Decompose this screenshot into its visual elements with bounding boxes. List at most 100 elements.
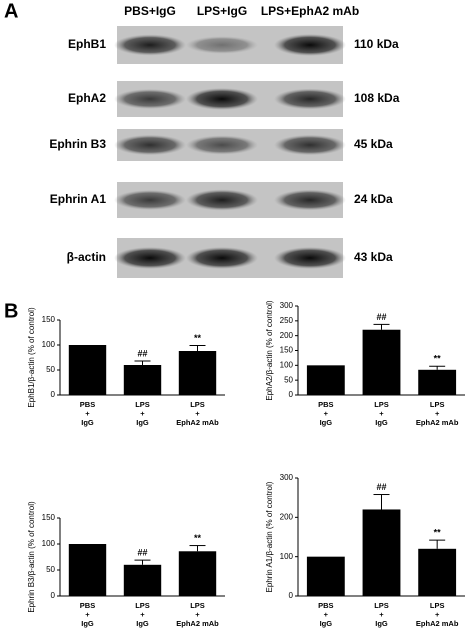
bar [418,369,457,395]
y-tick-label: 200 [280,512,294,521]
protein-label: EphA2 [68,91,106,105]
x-tick-label: IgG [136,619,149,628]
y-tick-label: 0 [289,390,294,399]
panel-label: B [4,300,18,322]
y-axis-label: EphA2/β-actin (% of control) [265,300,274,401]
blot-band [114,247,186,269]
bar [123,564,162,596]
y-tick-label: 100 [280,360,294,369]
bar [123,365,162,395]
x-tick-label: LPS [190,601,205,610]
size-label: 108 kDa [354,91,400,105]
x-tick-label: + [85,610,90,619]
significance-label: ** [194,333,202,343]
error-bar [429,539,446,549]
x-tick-label: LPS [190,400,205,409]
y-axis-label: Ephrin A1/β-actin (% of control) [265,481,274,592]
protein-label: Ephrin A1 [50,192,107,206]
y-axis-label: EphB1/β-actin (% of control) [27,307,36,408]
blot-band [274,34,346,56]
y-axis-label: Ephrin B3/β-actin (% of control) [27,501,36,613]
y-tick-label: 150 [42,513,56,522]
error-bar [189,545,206,552]
size-label: 110 kDa [354,37,399,51]
size-label: 45 kDa [354,137,393,151]
x-tick-label: PBS [318,400,333,409]
blot-band [274,247,346,269]
error-bar [134,360,151,365]
size-label: 24 kDa [354,192,393,206]
x-tick-label: LPS [135,601,150,610]
x-tick-label: + [324,610,329,619]
x-tick-label: + [140,610,145,619]
significance-label: ** [194,533,202,543]
error-bar [373,494,390,510]
blot-band [114,190,186,210]
x-tick-label: EphA2 mAb [416,418,459,427]
x-tick-label: + [324,409,329,418]
x-tick-label: LPS [374,601,389,610]
x-tick-label: PBS [80,400,95,409]
error-bar [189,345,206,351]
x-tick-label: LPS [430,400,445,409]
protein-label: Ephrin B3 [49,137,106,151]
y-tick-label: 300 [280,301,294,310]
y-tick-label: 50 [46,365,55,374]
x-tick-label: + [379,409,384,418]
error-bar [134,559,151,565]
x-tick-label: EphA2 mAb [416,619,459,628]
x-tick-label: IgG [320,619,333,628]
panel-label: A [4,0,18,22]
significance-label: ## [137,348,147,358]
x-tick-label: IgG [81,418,94,427]
y-tick-label: 50 [46,565,55,574]
size-label: 43 kDa [354,250,393,264]
lane-label: LPS+EphA2 mAb [261,4,359,18]
significance-label: ** [434,528,442,538]
y-tick-label: 300 [280,473,294,482]
y-tick-label: 0 [289,591,294,600]
y-tick-label: 250 [280,316,294,325]
bar [178,551,217,596]
x-tick-label: PBS [318,601,333,610]
x-tick-label: LPS [374,400,389,409]
significance-label: ## [376,312,386,322]
blot-band [274,88,346,110]
bar [306,556,345,596]
x-tick-label: IgG [81,619,94,628]
significance-label: ** [434,354,442,364]
x-tick-label: + [85,409,90,418]
x-tick-label: IgG [375,418,388,427]
x-tick-label: PBS [80,601,95,610]
y-tick-label: 200 [280,331,294,340]
x-tick-label: IgG [375,619,388,628]
blot-band [114,34,186,56]
protein-label: β-actin [67,250,106,264]
x-tick-label: IgG [136,418,149,427]
x-tick-label: EphA2 mAb [176,619,219,628]
y-tick-label: 150 [42,315,56,324]
bar [418,548,457,596]
y-tick-label: 0 [51,390,56,399]
error-bar [429,365,446,370]
bar [362,329,401,395]
x-tick-label: + [379,610,384,619]
x-tick-label: + [435,409,440,418]
bar [68,345,107,395]
x-tick-label: + [435,610,440,619]
x-tick-label: EphA2 mAb [176,418,219,427]
x-tick-label: LPS [430,601,445,610]
blot-band [186,189,258,211]
bar [306,365,345,395]
x-tick-label: IgG [320,418,333,427]
blot-band [186,36,258,54]
significance-label: ## [137,547,147,557]
blot-band [114,89,186,109]
blot-band [186,247,258,269]
x-tick-label: + [140,409,145,418]
x-tick-label: + [195,610,200,619]
blot-band [274,134,346,156]
error-bar [373,323,390,330]
lane-label: PBS+IgG [124,4,176,18]
